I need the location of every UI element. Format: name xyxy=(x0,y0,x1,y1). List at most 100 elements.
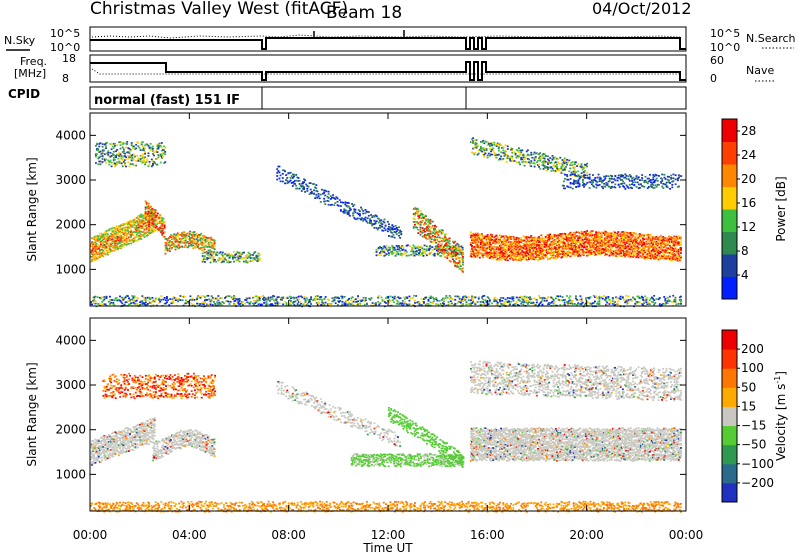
echo-cell xyxy=(602,251,605,254)
echo-cell xyxy=(582,231,585,233)
echo-cell xyxy=(396,248,399,251)
echo-cell xyxy=(478,248,481,251)
echo-cell xyxy=(152,217,155,220)
echo-cell xyxy=(315,193,318,196)
echo-cell xyxy=(589,231,592,234)
echo-cell xyxy=(163,302,166,305)
echo-cell xyxy=(164,241,167,244)
echo-cell xyxy=(130,236,133,239)
echo-cell xyxy=(147,220,150,223)
echo-cell xyxy=(491,246,494,248)
echo-cell xyxy=(101,248,104,251)
echo-cell xyxy=(170,241,172,244)
echo-cell xyxy=(545,234,548,237)
echo-cell xyxy=(497,247,500,250)
echo-cell xyxy=(443,248,445,251)
echo-cell xyxy=(329,204,332,206)
echo-cell xyxy=(207,252,210,254)
echo-cell xyxy=(493,300,496,303)
echo-cell xyxy=(519,259,522,262)
echo-cell xyxy=(496,257,499,260)
echo-cell xyxy=(500,235,503,237)
echo-cell xyxy=(554,234,557,237)
echo-cell xyxy=(144,210,147,213)
echo-cell xyxy=(183,246,186,248)
echo-cell xyxy=(544,240,547,242)
echo-cell xyxy=(500,302,503,305)
echo-cell xyxy=(495,238,498,241)
echo-cell xyxy=(406,244,409,247)
echo-cell xyxy=(124,243,127,246)
echo-cell xyxy=(599,253,602,256)
echo-cell xyxy=(90,242,92,245)
echo-cell xyxy=(107,159,110,162)
echo-cell xyxy=(642,298,644,301)
echo-cell xyxy=(137,142,140,144)
echo-cell xyxy=(623,235,625,238)
echo-cell xyxy=(549,252,552,254)
echo-cell xyxy=(597,300,600,303)
echo-cell xyxy=(455,258,458,260)
echo-cell xyxy=(145,211,148,213)
echo-cell xyxy=(152,211,155,213)
echo-cell xyxy=(440,231,443,234)
echo-cell xyxy=(158,145,161,148)
echo-cell xyxy=(440,229,443,231)
echo-cell xyxy=(426,233,429,236)
echo-cell xyxy=(279,298,282,301)
echo-cell xyxy=(415,211,417,214)
echo-cell xyxy=(587,250,590,253)
echo-cell xyxy=(233,260,235,263)
echo-cell xyxy=(184,239,187,242)
echo-cell xyxy=(625,246,628,249)
echo-cell xyxy=(636,239,639,242)
echo-cell xyxy=(100,243,102,246)
echo-cell xyxy=(151,145,154,148)
echo-cell xyxy=(98,143,101,145)
echo-cell xyxy=(511,248,514,251)
echo-cell xyxy=(129,220,132,223)
echo-cell xyxy=(440,248,443,251)
echo-cell xyxy=(303,295,306,298)
echo-cell xyxy=(645,238,648,240)
echo-cell xyxy=(119,237,121,240)
echo-cell xyxy=(605,246,608,249)
echo-cell xyxy=(375,220,378,223)
echo-cell xyxy=(601,249,604,252)
echo-cell xyxy=(156,228,159,230)
echo-cell xyxy=(499,248,501,251)
echo-cell xyxy=(626,245,629,248)
echo-cell xyxy=(572,242,575,245)
echo-cell xyxy=(102,249,105,252)
echo-cell xyxy=(106,253,109,256)
echo-cell xyxy=(557,254,560,256)
echo-cell xyxy=(629,244,632,246)
echo-cell xyxy=(101,150,104,153)
echo-cell xyxy=(471,295,473,298)
echo-cell xyxy=(571,249,574,252)
echo-cell xyxy=(392,228,395,231)
echo-cell xyxy=(444,233,447,236)
echo-cell xyxy=(210,238,213,241)
echo-cell xyxy=(189,233,191,235)
echo-cell xyxy=(631,232,634,234)
echo-cell xyxy=(131,163,134,166)
echo-cell xyxy=(151,219,154,222)
echo-cell xyxy=(177,241,180,243)
echo-cell xyxy=(635,241,638,244)
echo-cell xyxy=(183,235,186,238)
echo-cell xyxy=(533,303,536,306)
echo-cell xyxy=(125,233,128,236)
echo-cell xyxy=(379,226,381,229)
echo-cell xyxy=(514,245,517,248)
echo-cell xyxy=(525,243,528,246)
echo-cell xyxy=(96,239,99,242)
echo-cell xyxy=(174,240,177,243)
echo-cell xyxy=(680,295,682,298)
echo-cell xyxy=(163,231,166,233)
echo-cell xyxy=(238,297,241,300)
echo-cell xyxy=(339,209,342,211)
echo-cell xyxy=(107,251,110,253)
echo-cell xyxy=(187,242,190,245)
echo-cell xyxy=(514,248,517,251)
